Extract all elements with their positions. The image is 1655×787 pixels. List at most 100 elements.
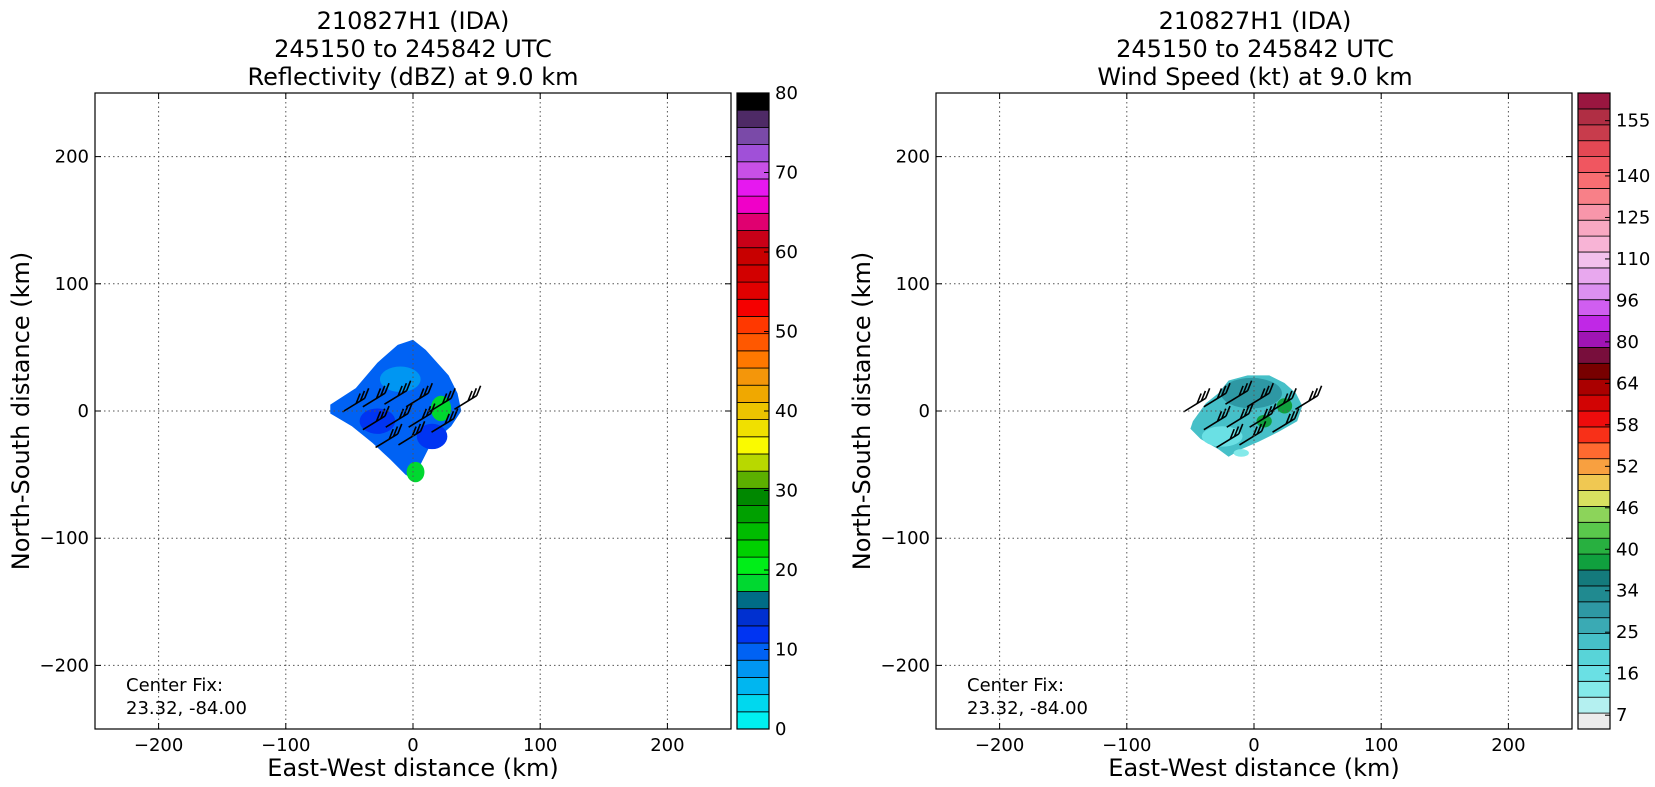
right-colorbar: 7 16 25 34 40 46 52 58 64 80 96 110 125 140 155	[1577, 92, 1650, 730]
right-colorbar-segment	[1577, 172, 1611, 189]
right-colorbar-tick-label: 80	[1616, 332, 1639, 353]
right-colorbar-segment	[1577, 267, 1611, 285]
right-plot-data	[1183, 375, 1323, 457]
left-colorbar-segment	[736, 230, 770, 249]
right-colorbar-frame	[1577, 92, 1611, 730]
right-colorbar-segment	[1577, 362, 1611, 380]
right-data-blob	[1220, 377, 1282, 409]
right-colorbar-segment	[1577, 537, 1611, 555]
left-colorbar-segment	[736, 608, 770, 627]
left-colorbar-segment	[736, 436, 770, 455]
left-colorbar-tick-label: 50	[775, 322, 798, 343]
right-colorbar-segment	[1577, 235, 1611, 253]
reflectivity-panel: 210827H1 (IDA) 245150 to 245842 UTC Refl…	[7, 7, 798, 782]
left-colorbar-segment	[736, 384, 770, 403]
right-colorbar-segment	[1577, 124, 1611, 142]
left-y-tick-label: −100	[40, 528, 89, 549]
right-colorbar-tick-label: 58	[1616, 415, 1639, 436]
right-colorbar-segment	[1577, 696, 1611, 714]
left-colorbar-segment	[736, 212, 770, 231]
left-colorbar-segment	[736, 453, 770, 472]
right-data-blob	[1201, 426, 1243, 447]
right-axis-ticks: −200 −100 0 100 200 −200 −100 0 100 200	[881, 93, 1572, 756]
right-y-axis-label: North-South distance (km)	[848, 252, 876, 571]
left-title-line-2: 245150 to 245842 UTC	[274, 35, 552, 63]
left-colorbar-tick-label: 70	[775, 163, 798, 184]
left-data-layer	[330, 339, 482, 483]
right-colorbar-segment	[1577, 283, 1611, 301]
right-wind-barb	[1203, 382, 1231, 408]
right-wind-barb	[1239, 421, 1267, 446]
right-colorbar-segment	[1577, 299, 1611, 317]
left-x-axis-label: East-West distance (km)	[267, 754, 558, 782]
left-plot-data	[330, 339, 482, 483]
right-colorbar-segment	[1577, 569, 1611, 587]
left-colorbar-segment	[736, 333, 770, 352]
left-colorbar-segment	[736, 350, 770, 369]
right-colorbar-segment	[1577, 617, 1611, 635]
right-colorbar-tick-label: 140	[1616, 166, 1650, 187]
right-colorbar-segment	[1577, 601, 1611, 619]
right-colorbar-segment	[1577, 187, 1611, 205]
right-colorbar-segment	[1577, 219, 1611, 237]
left-colorbar-segment	[736, 711, 770, 730]
right-x-tick-label: −200	[975, 735, 1024, 756]
right-colorbar-tick-label: 16	[1616, 664, 1639, 685]
right-x-tick-label: −100	[1102, 735, 1151, 756]
wind-speed-panel: 210827H1 (IDA) 245150 to 245842 UTC Wind…	[848, 7, 1650, 782]
left-colorbar-segment	[736, 659, 770, 678]
left-wind-barb	[375, 423, 403, 449]
right-colorbar-tick-label: 64	[1616, 373, 1639, 394]
left-data-blob	[379, 366, 421, 392]
right-colorbar-segment	[1577, 251, 1611, 269]
left-x-tick-label: 100	[523, 735, 557, 756]
right-colorbar-segment	[1577, 346, 1611, 364]
left-axis-ticks: −200 −100 0 100 200 −200 −100 0 100 200	[40, 93, 731, 756]
left-colorbar-segment	[736, 264, 770, 283]
right-colorbar-segment	[1577, 108, 1611, 126]
left-wind-barb	[342, 387, 370, 413]
left-colorbar-tick-label: 0	[775, 719, 786, 740]
right-colorbar-segment	[1577, 553, 1611, 571]
left-colorbar-segment	[736, 625, 770, 644]
left-colorbar-segment	[736, 144, 770, 163]
right-wind-barb	[1203, 405, 1231, 431]
left-colorbar-tick-label: 40	[775, 401, 798, 422]
right-title-line-3: Wind Speed (kt) at 9.0 km	[1097, 63, 1412, 91]
left-colorbar-segment	[736, 522, 770, 541]
right-y-tick-label: 0	[919, 401, 930, 422]
right-colorbar-segment	[1577, 490, 1611, 507]
right-colorbar-tick-label: 125	[1616, 207, 1650, 228]
left-y-axis-label: North-South distance (km)	[7, 252, 35, 571]
left-colorbar-tick-label: 60	[775, 242, 798, 263]
left-colorbar-tick-label: 30	[775, 481, 798, 502]
right-data-layer	[1183, 375, 1323, 457]
right-y-tick-label: −100	[881, 528, 930, 549]
left-wind-barb	[454, 385, 482, 411]
right-title-line-1: 210827H1 (IDA)	[1159, 7, 1352, 35]
right-center-fix-coords: 23.32, -84.00	[967, 698, 1088, 719]
left-x-tick-label: 0	[407, 735, 418, 756]
right-colorbar-tick-label: 155	[1616, 111, 1650, 132]
right-colorbar-segment	[1577, 378, 1611, 396]
left-x-tick-label: −200	[134, 735, 183, 756]
left-colorbar-segment	[736, 539, 770, 558]
right-x-tick-label: 200	[1491, 735, 1525, 756]
left-y-tick-label: 0	[78, 401, 89, 422]
left-x-tick-label: −100	[261, 735, 310, 756]
right-colorbar-segment	[1577, 394, 1611, 412]
left-colorbar-segment	[736, 642, 770, 661]
left-colorbar-segment	[736, 178, 770, 197]
right-colorbar-segment	[1577, 140, 1611, 157]
right-colorbar-tick-label: 7	[1616, 705, 1627, 726]
left-colorbar-tick-label: 80	[775, 83, 798, 104]
left-colorbar-segment	[736, 109, 770, 128]
right-wind-barb	[1216, 423, 1244, 449]
right-colorbar-segment	[1577, 474, 1611, 491]
left-wind-barb	[398, 421, 426, 446]
left-colorbar-segment	[736, 161, 770, 180]
right-colorbar-segment	[1577, 649, 1611, 666]
right-wind-barb	[1183, 387, 1211, 413]
left-colorbar-segment	[736, 677, 770, 696]
